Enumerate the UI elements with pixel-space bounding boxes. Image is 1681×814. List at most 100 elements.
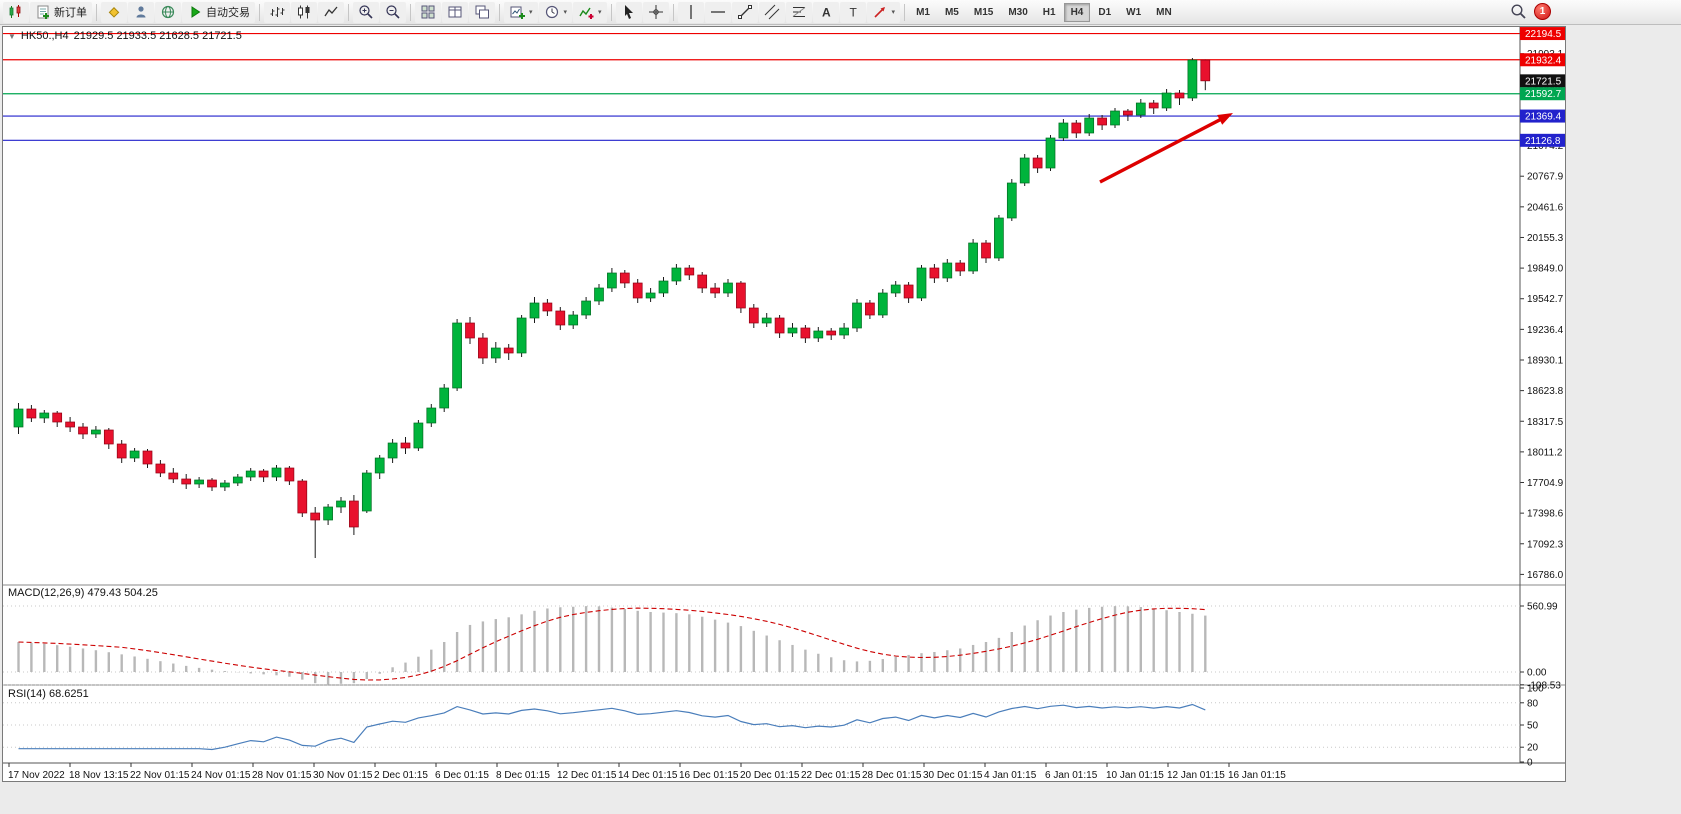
- candle-up: [671, 267, 682, 282]
- timeframe-d1[interactable]: D1: [1098, 6, 1112, 18]
- zoom-in-button[interactable]: [353, 1, 379, 23]
- text-button[interactable]: A: [812, 1, 839, 23]
- timeframe-m30[interactable]: M30: [1008, 6, 1028, 18]
- time-axis-label: 6 Jan 01:15: [1045, 770, 1098, 781]
- zoom-out-icon: [385, 4, 401, 20]
- autotrading-button[interactable]: 自动交易: [182, 1, 255, 23]
- candle-down: [297, 480, 308, 514]
- timeframe-group: M1 M5 M15 M30 H1 H4 D1 W1 MN: [909, 2, 1179, 22]
- timeframe-m5[interactable]: M5: [944, 6, 959, 18]
- rsi-axis-label: 80: [1527, 698, 1539, 709]
- timeframe-m1[interactable]: M1: [916, 6, 930, 18]
- new-order-button[interactable]: 新订单: [30, 1, 92, 23]
- candle-up: [1084, 117, 1095, 134]
- vertical-line-button[interactable]: [677, 1, 704, 23]
- timeframe-m15[interactable]: M15: [973, 6, 994, 18]
- toolbar-separator: [499, 3, 500, 21]
- candle-down: [555, 310, 566, 326]
- price-tag-label: 21721.5: [1525, 76, 1562, 87]
- trend-annotation-arrow[interactable]: [1099, 115, 1227, 184]
- rsi-line: [18, 703, 1206, 751]
- candle-up: [658, 280, 669, 294]
- candlestick-chart-button[interactable]: [291, 1, 317, 23]
- time-axis-label: 17 Nov 2022: [8, 770, 65, 781]
- fibonacci-button[interactable]: [785, 1, 812, 23]
- candle-up: [787, 327, 798, 334]
- timeframe-h4[interactable]: H4: [1063, 2, 1091, 22]
- time-axis-label: 10 Jan 01:15: [1106, 770, 1164, 781]
- tile-windows-button[interactable]: [442, 1, 468, 23]
- indicators-button[interactable]: ▾: [573, 1, 607, 23]
- line-chart-button[interactable]: [318, 1, 344, 23]
- zoom-in-icon: [358, 4, 374, 20]
- trendline-icon: [737, 4, 753, 20]
- horizontal-line-icon: [710, 4, 726, 20]
- candle-down: [1148, 102, 1159, 109]
- candle-down: [710, 287, 720, 294]
- timeframe-w1[interactable]: W1: [1126, 6, 1142, 18]
- candle-up: [1135, 102, 1146, 116]
- timeframe-h1[interactable]: H1: [1042, 6, 1056, 18]
- toolbar-separator: [904, 3, 906, 21]
- market-button[interactable]: [155, 1, 181, 23]
- candle-up: [1187, 59, 1198, 99]
- candle-up: [232, 476, 243, 484]
- candle-down: [865, 302, 875, 316]
- horizontal-line-button[interactable]: [704, 1, 731, 23]
- candle-up: [761, 317, 772, 324]
- price-axis-label: 18011.2: [1527, 447, 1563, 458]
- search-icon[interactable]: [1510, 4, 1526, 20]
- candle-down: [774, 317, 785, 334]
- candle-down: [1071, 122, 1082, 134]
- candle-up: [839, 327, 849, 336]
- crosshair-icon: [648, 4, 664, 20]
- chart-canvas[interactable]: 21993.121686.821380.521074.220767.920461…: [2, 26, 1566, 782]
- label-button[interactable]: T: [839, 1, 866, 23]
- candle-down: [1032, 157, 1043, 169]
- timeframe-mn[interactable]: MN: [1156, 6, 1172, 18]
- new-chart-dropdown-button[interactable]: ▾: [504, 1, 538, 23]
- periods-button[interactable]: ▾: [538, 1, 573, 23]
- candle-up: [490, 347, 501, 359]
- candle-up: [529, 302, 540, 319]
- candle-up: [245, 470, 256, 478]
- auto-arrange-button[interactable]: [415, 1, 441, 23]
- trendline-button[interactable]: [731, 1, 758, 23]
- candle-down: [65, 421, 75, 428]
- macd-axis-label: -108.53: [1527, 680, 1561, 691]
- candle-down: [349, 500, 359, 528]
- candle-up: [323, 506, 333, 521]
- zoom-out-button[interactable]: [380, 1, 406, 23]
- toolbar-separator: [259, 3, 260, 21]
- candle-up: [39, 412, 50, 419]
- arrow-tools-button[interactable]: ▾: [866, 1, 901, 23]
- time-axis-label: 22 Nov 01:15: [130, 770, 190, 781]
- candle-up: [1110, 110, 1120, 126]
- cascade-windows-button[interactable]: [469, 1, 495, 23]
- rsi-axis-label: 0: [1527, 758, 1533, 769]
- notifications-badge[interactable]: 1: [1534, 3, 1551, 20]
- vertical-line-icon: [683, 4, 699, 20]
- arrow-head: [1217, 113, 1233, 125]
- new-chart-button[interactable]: [3, 1, 29, 23]
- candle-down: [503, 347, 514, 354]
- candle-up: [1161, 92, 1172, 109]
- bar-chart-icon: [269, 4, 285, 20]
- toolbar-separator: [410, 3, 411, 21]
- candle-down: [632, 282, 643, 299]
- toolbar-separator: [610, 3, 612, 21]
- crosshair-button[interactable]: [642, 1, 669, 23]
- candle-up: [516, 317, 527, 354]
- candle-up: [1019, 157, 1030, 184]
- time-axis-label: 22 Dec 01:15: [801, 770, 861, 781]
- cursor-button[interactable]: [615, 1, 642, 23]
- support-line-price-tag: [1520, 109, 1566, 123]
- candle-up: [129, 450, 140, 459]
- candle-up: [336, 500, 346, 508]
- bar-chart-button[interactable]: [264, 1, 290, 23]
- candle-up: [91, 429, 101, 435]
- channel-button[interactable]: [758, 1, 785, 23]
- profile-button[interactable]: [128, 1, 154, 23]
- price-axis-label: 17704.9: [1527, 478, 1564, 489]
- metaeditor-button[interactable]: [101, 1, 127, 23]
